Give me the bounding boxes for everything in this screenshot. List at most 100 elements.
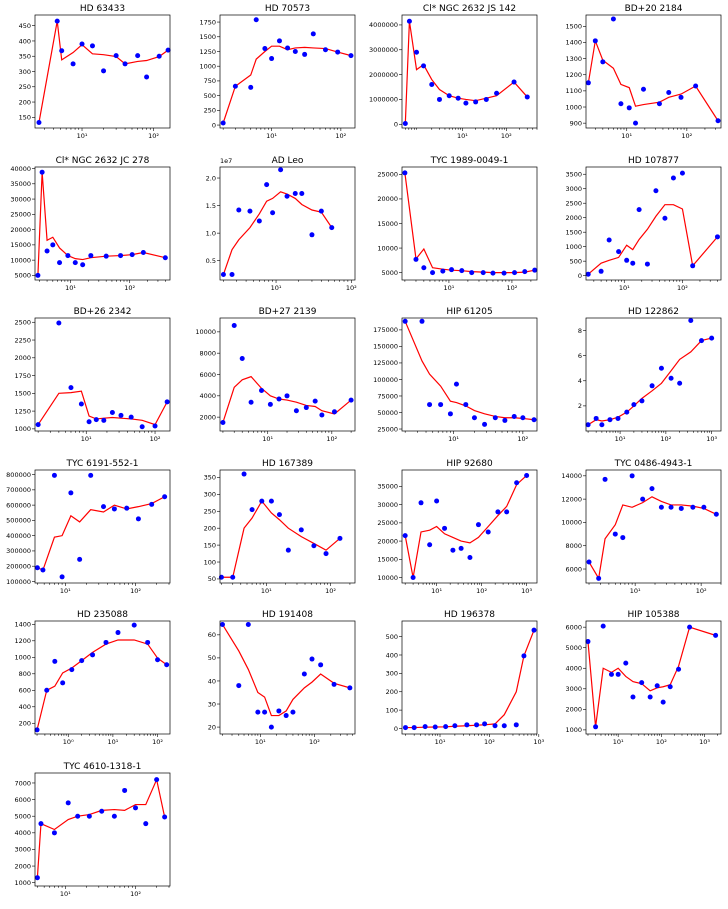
data-point — [311, 543, 317, 549]
fit-line — [404, 21, 528, 124]
data-point — [402, 318, 408, 324]
chart-svg: HD 63433 150 200 250 300 350 400 450 10¹ 10² — [19, 4, 171, 140]
data-point — [162, 255, 168, 261]
x-tick-label: 10² — [506, 284, 517, 292]
plot-frame — [219, 620, 356, 735]
data-point — [402, 725, 408, 731]
data-point — [427, 402, 433, 408]
data-point — [262, 709, 268, 715]
data-point — [690, 504, 696, 510]
chart-svg: HD 167389 50 100 150 200 250 300 350 10¹ 10² — [204, 459, 356, 595]
y-tick-label: 25000 — [10, 211, 31, 219]
data-point — [79, 41, 85, 47]
data-point — [323, 551, 329, 557]
data-point — [241, 471, 247, 477]
x-tick-label: 10¹ — [619, 284, 630, 292]
y-tick-label: 10000 — [561, 519, 582, 527]
data-point — [639, 398, 645, 404]
chart-svg: HD 191408 20 30 40 50 60 10¹ 10² — [208, 610, 356, 746]
chart-panel: HIP 61205 25000 50000 75000 100000 125000 1500… — [367, 304, 549, 454]
chart-title: HD 122862 — [628, 307, 679, 317]
data-point — [668, 375, 674, 381]
data-point — [514, 480, 520, 486]
data-point — [687, 624, 693, 630]
y-tick-label: 5000 — [565, 644, 582, 652]
fit-line — [587, 204, 718, 275]
x-tick-label: 10² — [696, 587, 707, 595]
data-point — [585, 271, 591, 277]
data-point — [164, 662, 170, 668]
y-tick-label: 1000 — [565, 726, 582, 734]
data-point — [709, 335, 715, 341]
chart-svg: TYC 1989-0049-1 5000 10000 15000 20000 25000 1… — [377, 156, 538, 292]
data-point — [292, 190, 298, 196]
data-point — [89, 43, 95, 49]
data-point — [413, 256, 419, 262]
data-point — [145, 639, 151, 645]
data-point — [101, 68, 107, 74]
data-point — [501, 723, 507, 729]
data-point — [616, 249, 622, 255]
y-tick-label: 1500 — [199, 33, 216, 41]
y-tick-label: 1500 — [565, 23, 582, 31]
data-point — [270, 210, 276, 216]
data-point — [658, 365, 664, 371]
data-point — [630, 694, 636, 700]
data-point — [714, 234, 720, 240]
data-point — [310, 31, 316, 37]
y-tick-label: 350 — [204, 474, 216, 482]
y-tick-label: 450 — [19, 22, 31, 30]
chart-title: HIP 92680 — [446, 459, 493, 469]
x-tick-label: 10² — [150, 435, 161, 443]
y-tick-label: 0.5 — [206, 257, 216, 265]
chart-title: Cl* NGC 2632 JC 278 — [56, 156, 150, 166]
data-point — [458, 545, 464, 551]
data-point — [309, 656, 315, 662]
y-tick-label: 500000 — [6, 517, 31, 525]
x-tick-label: 10¹ — [271, 284, 282, 292]
data-point — [248, 84, 254, 90]
chart-title: BD+26 2342 — [74, 307, 132, 317]
plot-frame — [34, 772, 171, 887]
y-tick-label: 0 — [212, 121, 216, 129]
chart-title: Cl* NGC 2632 JS 142 — [423, 4, 516, 14]
data-point — [455, 95, 461, 101]
chart-svg: HD 235088 200 400 600 800 1000 1200 1400 10⁰ 10¹ 1… — [14, 610, 171, 746]
data-point — [337, 535, 343, 541]
fit-line — [222, 45, 352, 124]
plot-frame — [585, 317, 722, 432]
y-tick-label: 250 — [204, 107, 216, 115]
data-point — [301, 671, 307, 677]
y-tick-label: 350 — [19, 53, 31, 61]
data-point — [453, 381, 459, 387]
data-point — [165, 47, 171, 53]
data-point — [256, 218, 262, 224]
data-point — [162, 494, 168, 500]
data-point — [329, 225, 335, 231]
data-point — [698, 338, 704, 344]
data-point — [485, 529, 491, 535]
data-point — [70, 61, 76, 67]
data-point — [65, 800, 71, 806]
y-tick-label: 1000 — [14, 654, 31, 662]
data-point — [245, 621, 251, 627]
data-point — [402, 533, 408, 539]
y-tick-label: 2.0 — [206, 174, 216, 182]
y-tick-label: 1400 — [14, 621, 31, 629]
y-tick-label: 2000 — [199, 413, 216, 421]
data-point — [482, 421, 488, 427]
fit-line — [587, 38, 719, 122]
y-tick-label: 1000000 — [369, 96, 398, 104]
data-point — [34, 875, 40, 881]
data-point — [60, 680, 66, 686]
data-point — [139, 424, 145, 430]
fit-line — [404, 172, 535, 274]
y-tick-label: 800000 — [6, 471, 31, 479]
data-point — [678, 505, 684, 511]
plot-frame — [401, 166, 538, 281]
chart-title: TYC 6191-552-1 — [66, 459, 139, 469]
x-tick-label: 10¹ — [60, 890, 71, 898]
x-tick-label: 10² — [346, 284, 357, 292]
data-point — [90, 652, 96, 658]
y-tick-label: 1000 — [565, 103, 582, 111]
